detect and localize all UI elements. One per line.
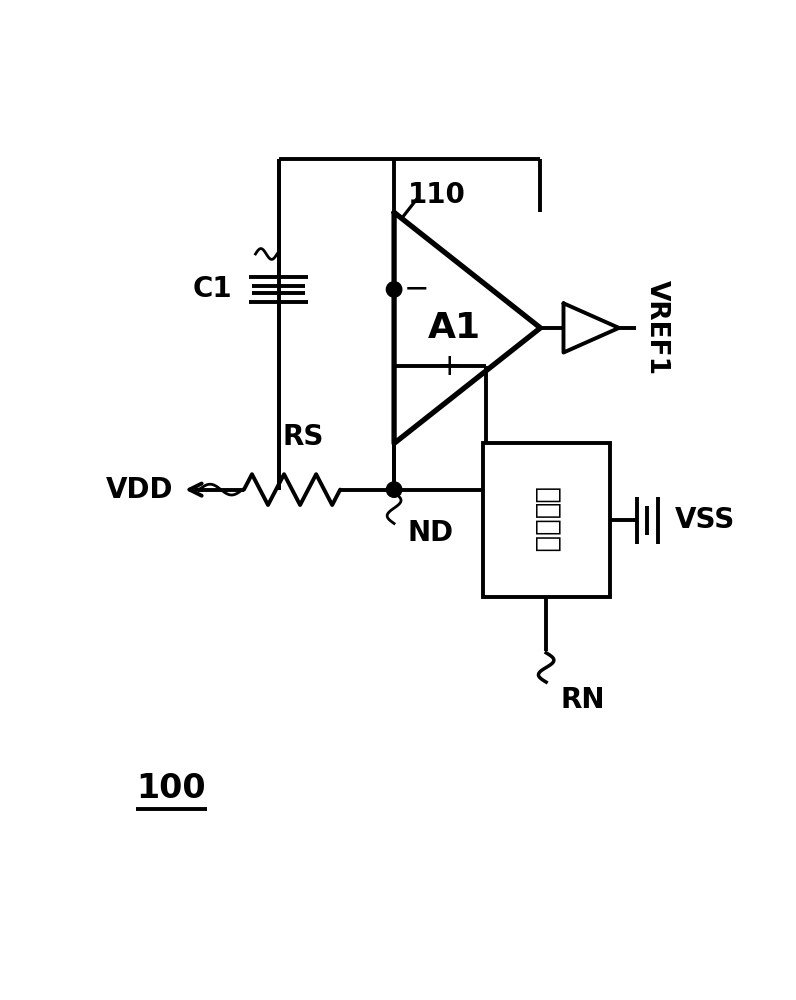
Text: RS: RS	[283, 423, 324, 451]
Text: VREF1: VREF1	[644, 280, 669, 375]
Text: VSS: VSS	[675, 506, 736, 534]
Text: C1: C1	[193, 275, 232, 303]
Text: +: +	[436, 352, 462, 381]
Bar	[482, 443, 610, 597]
Text: 稳定电路: 稳定电路	[533, 487, 560, 554]
Text: 110: 110	[408, 181, 466, 209]
Text: 100: 100	[136, 772, 205, 805]
Text: VDD: VDD	[106, 476, 173, 504]
Text: A1: A1	[427, 311, 481, 345]
Text: −: −	[404, 275, 429, 304]
Circle shape	[386, 482, 402, 497]
Text: RN: RN	[560, 686, 604, 714]
Text: ND: ND	[408, 519, 454, 547]
Circle shape	[386, 282, 402, 297]
